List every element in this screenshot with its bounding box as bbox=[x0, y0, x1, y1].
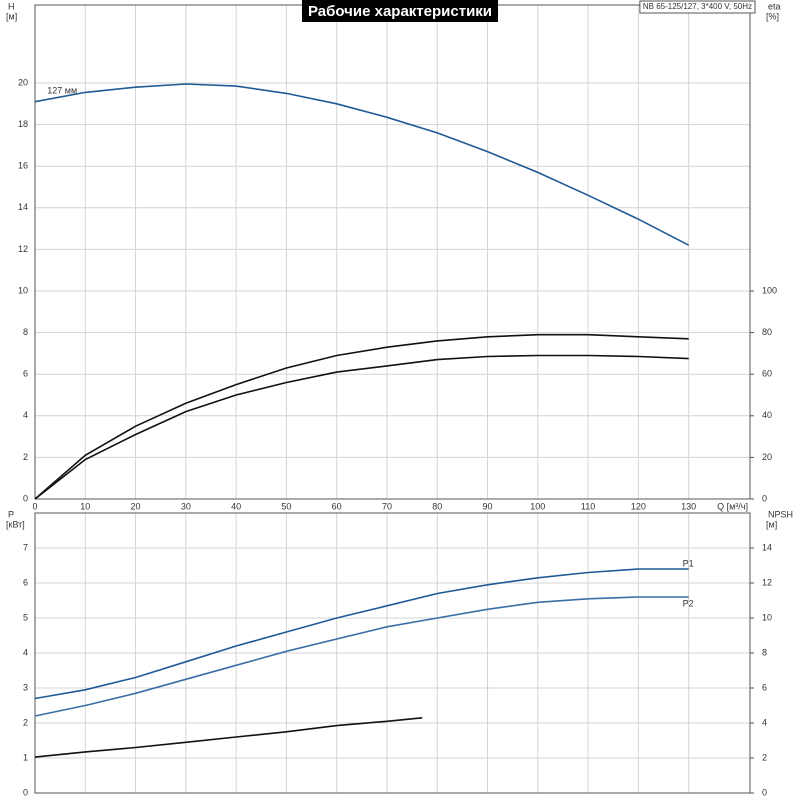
y2-axis-unit: [%] bbox=[766, 11, 779, 21]
x-tick-label: 10 bbox=[80, 501, 90, 511]
y-tick-label: 4 bbox=[23, 647, 28, 657]
x-tick-label: 130 bbox=[681, 501, 696, 511]
y-tick-label: 6 bbox=[23, 577, 28, 587]
y-axis-label: H bbox=[8, 1, 15, 11]
x-tick-label: 110 bbox=[581, 501, 595, 511]
series-line bbox=[34, 717, 423, 758]
series-label: 127 мм bbox=[47, 86, 77, 96]
y-tick-label: 1 bbox=[23, 752, 28, 762]
x-tick-label: 80 bbox=[432, 501, 442, 511]
model-label: NB 65-125/127, 3*400 V, 50Hz bbox=[643, 2, 752, 11]
y2-tick-label: 60 bbox=[762, 369, 772, 379]
y2-axis-unit: [м] bbox=[766, 519, 777, 529]
y2-tick-label: 14 bbox=[762, 542, 772, 552]
y-axis-unit: [кВт] bbox=[6, 519, 25, 529]
series-label: P2 bbox=[683, 598, 694, 608]
x-axis-label: Q [м³/ч] bbox=[717, 501, 748, 511]
y-tick-label: 8 bbox=[23, 327, 28, 337]
series-line bbox=[34, 354, 689, 500]
y2-axis-label: NPSH bbox=[768, 509, 793, 519]
x-tick-label: 30 bbox=[181, 501, 191, 511]
y2-tick-label: 40 bbox=[762, 410, 772, 420]
x-tick-label: 100 bbox=[530, 501, 545, 511]
x-tick-label: 0 bbox=[32, 501, 37, 511]
y-tick-label: 0 bbox=[23, 493, 28, 503]
y-axis-unit: [м] bbox=[6, 11, 17, 21]
y-axis-label: P bbox=[8, 509, 14, 519]
model-box bbox=[639, 0, 756, 14]
y2-tick-label: 80 bbox=[762, 327, 772, 337]
y2-tick-label: 0 bbox=[762, 493, 767, 503]
y-tick-label: 5 bbox=[23, 612, 28, 622]
x-tick-label: 20 bbox=[131, 501, 141, 511]
y-tick-label: 14 bbox=[18, 202, 28, 212]
title-box bbox=[301, 0, 499, 22]
y2-tick-label: 20 bbox=[762, 452, 772, 462]
y-tick-label: 2 bbox=[23, 717, 28, 727]
y2-tick-label: 4 bbox=[762, 717, 767, 727]
plot-frame bbox=[34, 4, 751, 500]
series-line bbox=[34, 596, 689, 717]
y-tick-label: 4 bbox=[23, 410, 28, 420]
y2-tick-label: 0 bbox=[762, 787, 767, 797]
y-tick-label: 16 bbox=[18, 161, 28, 171]
y2-tick-label: 12 bbox=[762, 577, 772, 587]
y2-axis-label: eta bbox=[768, 1, 781, 11]
series-label: P1 bbox=[683, 558, 694, 568]
series-line bbox=[34, 83, 690, 246]
y-tick-label: 6 bbox=[23, 369, 28, 379]
y-tick-label: 0 bbox=[23, 787, 28, 797]
x-tick-label: 50 bbox=[281, 501, 291, 511]
x-tick-label: 120 bbox=[631, 501, 646, 511]
y-tick-label: 2 bbox=[23, 452, 28, 462]
series-line bbox=[34, 333, 689, 500]
x-tick-label: 70 bbox=[382, 501, 392, 511]
y-tick-label: 7 bbox=[23, 542, 28, 552]
y-tick-label: 18 bbox=[18, 119, 28, 129]
x-tick-label: 90 bbox=[483, 501, 493, 511]
y-tick-label: 3 bbox=[23, 682, 28, 692]
y2-tick-label: 2 bbox=[762, 752, 767, 762]
chart-title: Рабочие характеристики bbox=[308, 3, 492, 20]
x-tick-label: 60 bbox=[332, 501, 342, 511]
y-tick-label: 20 bbox=[18, 77, 28, 87]
plot-frame bbox=[34, 512, 751, 794]
y2-tick-label: 100 bbox=[762, 285, 777, 295]
y2-tick-label: 10 bbox=[762, 612, 772, 622]
y2-tick-label: 6 bbox=[762, 682, 767, 692]
y-tick-label: 10 bbox=[18, 285, 28, 295]
y2-tick-label: 8 bbox=[762, 647, 767, 657]
x-tick-label: 40 bbox=[231, 501, 241, 511]
y-tick-label: 12 bbox=[18, 244, 28, 254]
series-line bbox=[34, 568, 689, 700]
